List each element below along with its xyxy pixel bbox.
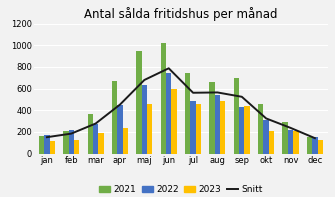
Bar [215,95,220,154]
Bar [288,130,293,154]
Bar [209,82,215,154]
Bar [147,104,152,154]
Bar [74,140,79,154]
Bar [50,141,55,154]
Bar [307,137,312,154]
Bar [258,104,264,154]
Bar [93,125,98,154]
Bar [239,107,245,154]
Bar [44,135,50,154]
Bar [269,131,274,154]
Bar [123,128,128,154]
Bar [142,85,147,154]
Bar [117,105,123,154]
Bar [39,136,44,154]
Bar [312,138,318,154]
Bar [196,104,201,154]
Bar [69,130,74,154]
Title: Antal sålda fritidshus per månad: Antal sålda fritidshus per månad [84,7,278,21]
Bar [166,73,172,154]
Bar [234,78,239,154]
Legend: 2021, 2022, 2023, Snitt: 2021, 2022, 2023, Snitt [95,182,266,197]
Bar [185,73,190,154]
Bar [318,140,323,154]
Bar [245,106,250,154]
Bar [264,120,269,154]
Bar [220,101,225,154]
Bar [161,43,166,154]
Bar [172,89,177,154]
Bar [136,51,142,154]
Bar [293,131,298,154]
Bar [98,133,104,154]
Bar [112,81,117,154]
Bar [282,122,288,154]
Bar [87,113,93,154]
Bar [63,131,69,154]
Bar [190,101,196,154]
